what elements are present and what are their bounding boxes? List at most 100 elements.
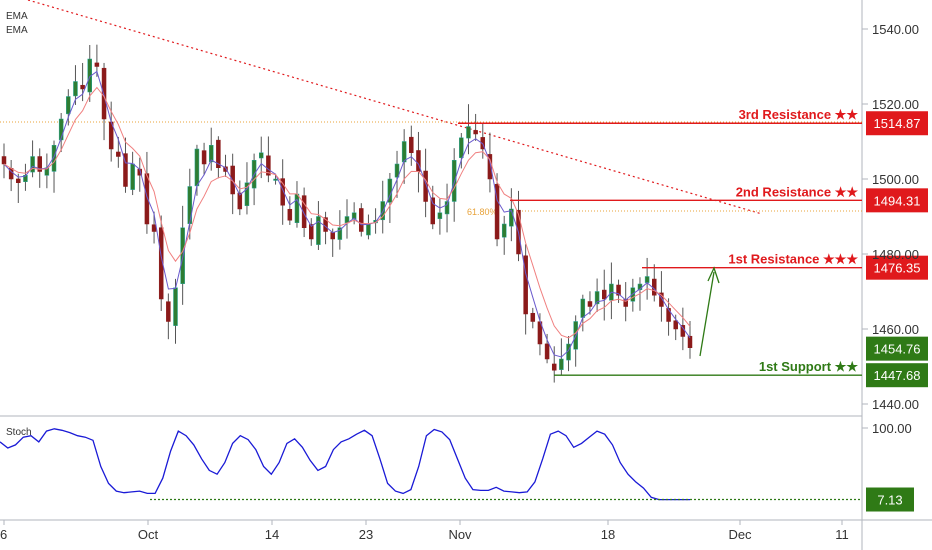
- level-label: 3rd Resistance ★★: [739, 107, 859, 122]
- stoch-pane: 7.13: [0, 428, 914, 512]
- candle-body: [644, 276, 650, 283]
- price-tick-label: 1540.00: [872, 22, 919, 37]
- current-price-tag-text: 1454.76: [874, 342, 921, 357]
- price-tick-label: 1440.00: [872, 397, 919, 412]
- candle-body: [37, 156, 42, 172]
- candle-body: [444, 201, 450, 215]
- candle-body: [551, 363, 557, 371]
- candle-body: [394, 163, 400, 178]
- candle-body: [602, 289, 607, 300]
- candle-body: [294, 193, 300, 223]
- level-price-tag: [866, 188, 928, 213]
- projection-arrow-head: [707, 266, 720, 284]
- candle-body: [237, 192, 243, 210]
- projection-arrow-line: [699, 271, 715, 357]
- candle-body: [208, 145, 214, 163]
- candle-body: [80, 84, 85, 90]
- candle-body: [16, 178, 21, 183]
- candle-body: [58, 118, 64, 141]
- time-tick-label: Nov: [448, 527, 472, 542]
- candle-body: [623, 299, 628, 307]
- candle-body: [616, 284, 621, 296]
- candle-body: [73, 81, 78, 97]
- candle-body: [166, 301, 171, 322]
- candle-body: [659, 292, 664, 307]
- ema-legend-1[interactable]: EMA: [6, 11, 28, 22]
- candle-body: [680, 325, 686, 337]
- candle-body: [244, 182, 250, 206]
- candle-body: [94, 62, 100, 67]
- level-price-tag: [866, 111, 928, 136]
- candle-body: [194, 148, 200, 187]
- candle-body: [594, 291, 600, 305]
- candle-body: [673, 320, 678, 330]
- candle-body: [501, 223, 507, 238]
- candle-body: [223, 166, 228, 172]
- time-tick-label: Oct: [138, 527, 159, 542]
- candles: [1, 44, 693, 383]
- level-label: 1st Support ★★: [759, 359, 858, 374]
- candle-body: [666, 308, 671, 322]
- candle-body: [30, 156, 35, 173]
- candle-body: [430, 197, 435, 225]
- fib-label: 61.80%: [467, 207, 498, 217]
- candle-body: [187, 186, 193, 224]
- candle-body: [459, 137, 464, 159]
- candle-body: [451, 160, 457, 202]
- level-price-tag: [866, 363, 928, 388]
- candle-body: [173, 287, 178, 326]
- level-price-tag-text: 1447.68: [874, 368, 921, 383]
- ema-lines: [3, 70, 691, 358]
- candle-body: [116, 151, 121, 157]
- levels: 3rd Resistance ★★ 1514.87 2nd Resistance ★…: [458, 107, 928, 388]
- stoch-tick-label: 100.00: [872, 421, 912, 436]
- level-price-tag-text: 1514.87: [874, 116, 921, 131]
- ema-line: [3, 86, 691, 339]
- time-tick-label: 11: [835, 527, 849, 542]
- candle-body: [337, 227, 343, 240]
- time-tick-label: Dec: [728, 527, 752, 542]
- candle-body: [587, 301, 593, 307]
- candle-body: [530, 312, 536, 322]
- candle-body: [130, 163, 135, 190]
- candle-body: [151, 224, 157, 232]
- candle-body: [101, 67, 107, 120]
- candle-body: [423, 170, 428, 202]
- candle-body: [66, 96, 71, 115]
- stoch-legend[interactable]: Stoch: [6, 427, 32, 438]
- stoch-tag: [866, 487, 914, 512]
- candle-body: [409, 136, 414, 153]
- candle-body: [301, 195, 307, 228]
- candle-body: [266, 155, 271, 176]
- candle-body: [366, 223, 371, 236]
- ema-legend-2[interactable]: EMA: [6, 25, 28, 36]
- time-tick-label: 6: [0, 527, 7, 542]
- candle-body: [401, 141, 407, 163]
- candle-body: [123, 153, 128, 187]
- candle-body: [473, 130, 478, 135]
- candle-body: [144, 173, 150, 225]
- level-label: 1st Resistance ★★★: [728, 252, 858, 267]
- time-tick-label: 18: [601, 527, 615, 542]
- level-price-tag-text: 1476.35: [874, 261, 921, 276]
- price-tick-label: 1460.00: [872, 322, 919, 337]
- candle-body: [330, 232, 335, 240]
- candle-body: [23, 175, 28, 182]
- price-tick-label: 1520.00: [872, 97, 919, 112]
- candle-body: [273, 178, 278, 181]
- candle-body: [1, 156, 7, 165]
- candle-body: [466, 126, 471, 139]
- level-label: 2nd Resistance ★★: [736, 184, 859, 199]
- price-tick-label: 1500.00: [872, 172, 919, 187]
- candle-body: [280, 178, 285, 206]
- stoch-line: [0, 428, 690, 501]
- candle-body: [523, 255, 528, 315]
- stoch-tag-text: 7.13: [877, 493, 902, 508]
- candle-body: [544, 343, 550, 360]
- candle-body: [287, 208, 293, 221]
- candle-body: [494, 183, 500, 240]
- axes: 1440.00 1460.00 1480.00 1500.00 1520.00 1540.…: [0, 22, 919, 542]
- candle-body: [359, 208, 364, 232]
- time-tick-label: 14: [265, 527, 279, 542]
